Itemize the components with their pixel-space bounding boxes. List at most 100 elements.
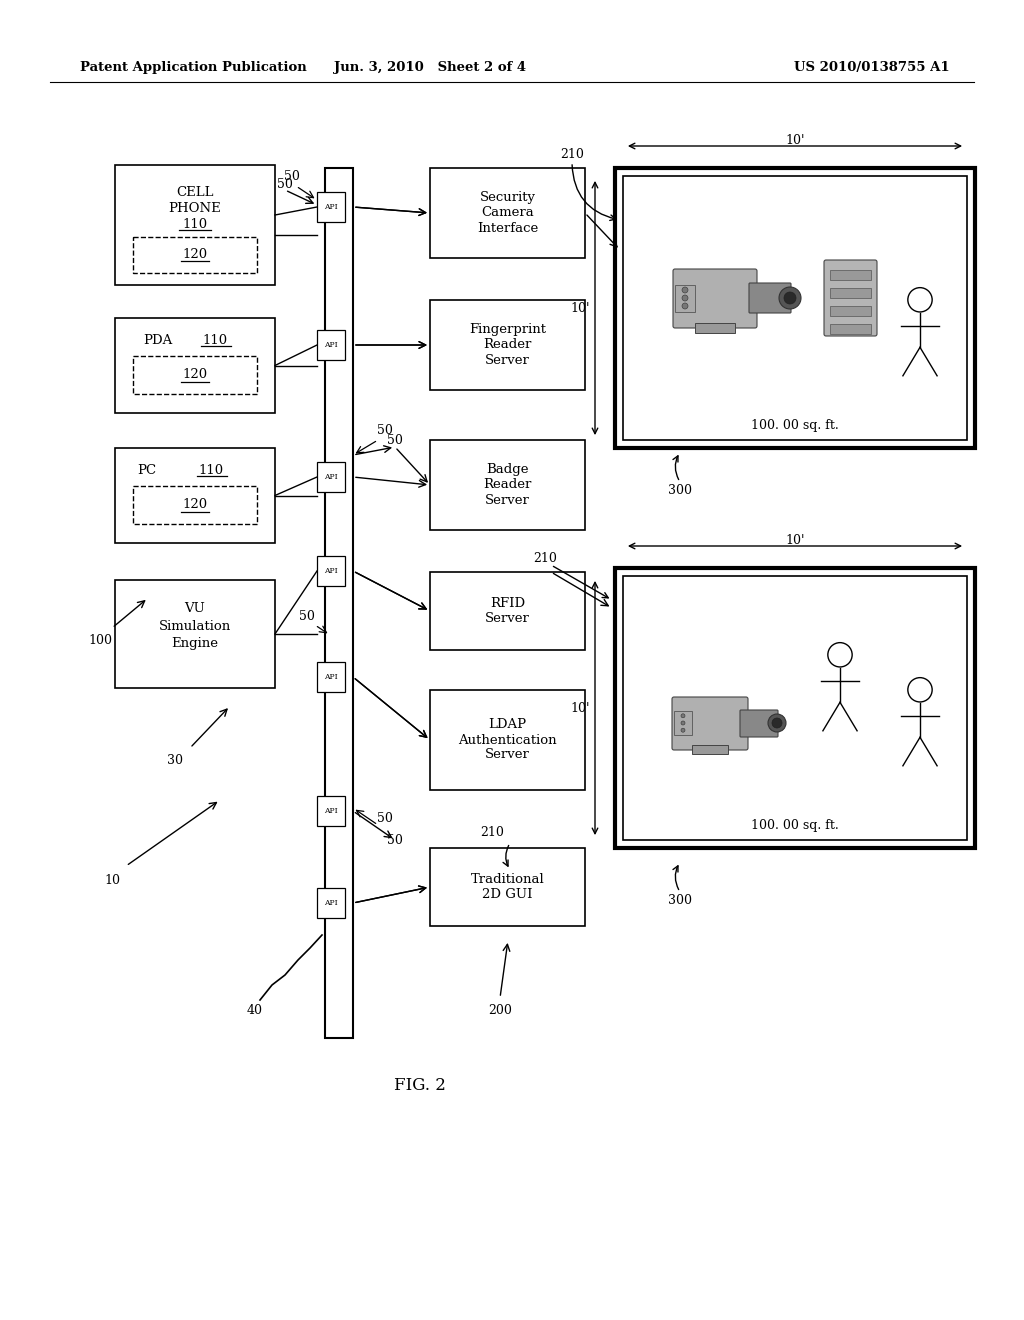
Bar [695,323,735,333]
Text: 120: 120 [182,248,208,261]
Text: VU: VU [184,602,206,615]
FancyBboxPatch shape [749,282,791,313]
Circle shape [682,294,688,301]
Bar [675,285,695,312]
Circle shape [779,286,801,309]
Text: 40: 40 [247,1003,263,1016]
Text: 10': 10' [785,533,805,546]
Circle shape [681,729,685,733]
Text: FIG. 2: FIG. 2 [394,1077,445,1093]
Circle shape [908,677,932,702]
Bar [430,440,585,531]
Text: RFID
Server: RFID Server [485,597,530,624]
Bar [317,663,345,692]
Text: Simulation: Simulation [159,619,231,632]
Text: API: API [325,203,338,211]
Bar [830,271,871,280]
Text: Fingerprint
Reader
Server: Fingerprint Reader Server [469,323,546,367]
Bar [430,847,585,927]
Text: 30: 30 [167,754,183,767]
Text: 50: 50 [387,433,402,446]
Bar [430,300,585,389]
Text: 120: 120 [182,368,208,381]
Text: API: API [325,673,338,681]
Text: 100. 00 sq. ft.: 100. 00 sq. ft. [752,420,839,433]
Text: 100. 00 sq. ft.: 100. 00 sq. ft. [752,820,839,833]
Bar [317,462,345,492]
Text: Security
Camera
Interface: Security Camera Interface [477,191,539,235]
Text: Traditional
2D GUI: Traditional 2D GUI [471,873,545,902]
Circle shape [784,292,796,304]
Bar [115,579,275,688]
Text: LDAP
Authentication
Server: LDAP Authentication Server [458,718,557,762]
Text: 10': 10' [570,701,590,714]
Text: 300: 300 [668,483,692,496]
Text: 10: 10 [104,874,120,887]
Text: PHONE: PHONE [169,202,221,215]
Bar [430,572,585,649]
Circle shape [681,721,685,725]
Text: API: API [325,473,338,480]
Bar [115,318,275,413]
FancyBboxPatch shape [673,269,757,327]
Bar [133,486,257,524]
Bar [430,690,585,789]
Bar [115,447,275,543]
Bar [623,576,967,840]
Circle shape [908,288,932,312]
Text: Engine: Engine [171,638,218,651]
Bar [830,323,871,334]
Text: Jun. 3, 2010   Sheet 2 of 4: Jun. 3, 2010 Sheet 2 of 4 [334,62,526,74]
Text: 50: 50 [278,178,293,191]
Text: 110: 110 [203,334,227,346]
Bar [615,568,975,847]
Circle shape [768,714,786,733]
Text: 50: 50 [284,169,300,182]
Bar [317,796,345,826]
Text: API: API [325,568,338,576]
Text: PC: PC [137,463,156,477]
Bar [623,176,967,440]
Bar [317,556,345,586]
Text: 110: 110 [199,463,223,477]
Text: CELL: CELL [176,186,214,199]
Circle shape [681,714,685,718]
Text: 210: 210 [534,552,557,565]
FancyBboxPatch shape [672,697,748,750]
Text: 10': 10' [570,301,590,314]
Bar [317,191,345,222]
Circle shape [772,718,782,729]
FancyBboxPatch shape [824,260,877,337]
Text: 300: 300 [668,894,692,907]
Bar [830,306,871,315]
Bar [674,711,692,735]
Bar [692,744,728,754]
Text: API: API [325,341,338,348]
Text: 210: 210 [480,826,504,840]
Bar [615,168,975,447]
Text: PDA: PDA [143,334,172,346]
Text: 50: 50 [377,812,393,825]
FancyBboxPatch shape [740,710,778,737]
Bar [133,356,257,393]
Text: Patent Application Publication: Patent Application Publication [80,62,307,74]
Text: 10': 10' [785,133,805,147]
Bar [317,330,345,360]
Text: 200: 200 [488,1003,512,1016]
Bar [325,168,353,1038]
Bar [317,888,345,917]
Text: 100: 100 [88,634,112,647]
Bar [115,165,275,285]
Text: 50: 50 [387,833,402,846]
Bar [133,238,257,273]
Text: US 2010/0138755 A1: US 2010/0138755 A1 [795,62,950,74]
Bar [430,168,585,257]
Text: 50: 50 [299,610,315,623]
Circle shape [827,643,852,667]
Text: API: API [325,807,338,814]
Text: 110: 110 [182,219,208,231]
Bar [830,288,871,298]
Text: 120: 120 [182,499,208,511]
Text: API: API [325,899,338,907]
Circle shape [682,304,688,309]
